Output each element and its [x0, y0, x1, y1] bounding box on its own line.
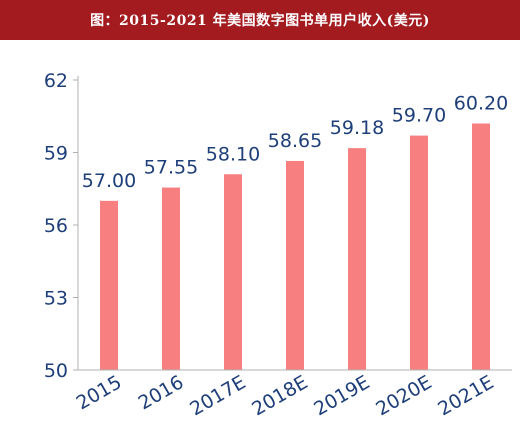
- y-tick-label: 53: [44, 288, 68, 310]
- data-labels: 57.00 57.55 58.10 58.65 59.18 59.70 60.20: [82, 93, 508, 192]
- data-label-2021e: 60.20: [454, 93, 508, 115]
- bar-2020e: [410, 135, 428, 370]
- bar-2019e: [348, 148, 366, 370]
- y-axis: 50 53 56 59 62: [44, 70, 79, 382]
- bar-2015: [100, 200, 118, 370]
- chart-title: 图：2015-2021 年美国数字图书单用户收入(美元): [90, 13, 430, 29]
- bar-2021e: [472, 123, 490, 370]
- y-tick-label: 62: [44, 70, 68, 92]
- x-tick-label-2020e: 2020E: [372, 371, 435, 420]
- x-tick-label-2017e: 2017E: [186, 371, 249, 420]
- bar-2016: [162, 187, 180, 370]
- x-tick-label-2021e: 2021E: [434, 371, 497, 420]
- x-tick-label-2015: 2015: [73, 371, 126, 414]
- data-label-2017e: 58.10: [206, 143, 260, 165]
- data-label-2016: 57.55: [144, 157, 198, 179]
- data-label-2020e: 59.70: [392, 105, 446, 127]
- y-tick-label: 59: [44, 143, 68, 165]
- data-label-2015: 57.00: [82, 170, 136, 192]
- data-label-2019e: 59.18: [330, 117, 384, 139]
- bar-2018e: [286, 160, 304, 370]
- y-tick-label: 50: [44, 360, 68, 382]
- data-label-2018e: 58.65: [268, 130, 322, 152]
- x-tick-label-2018e: 2018E: [248, 371, 311, 420]
- bar-2017e: [224, 174, 242, 370]
- y-tick-label: 56: [44, 215, 68, 237]
- chart-title-bar: 图：2015-2021 年美国数字图书单用户收入(美元): [0, 0, 520, 40]
- x-tick-label-2019e: 2019E: [310, 371, 373, 420]
- bars: [100, 123, 490, 370]
- x-tick-label-2016: 2016: [135, 371, 188, 414]
